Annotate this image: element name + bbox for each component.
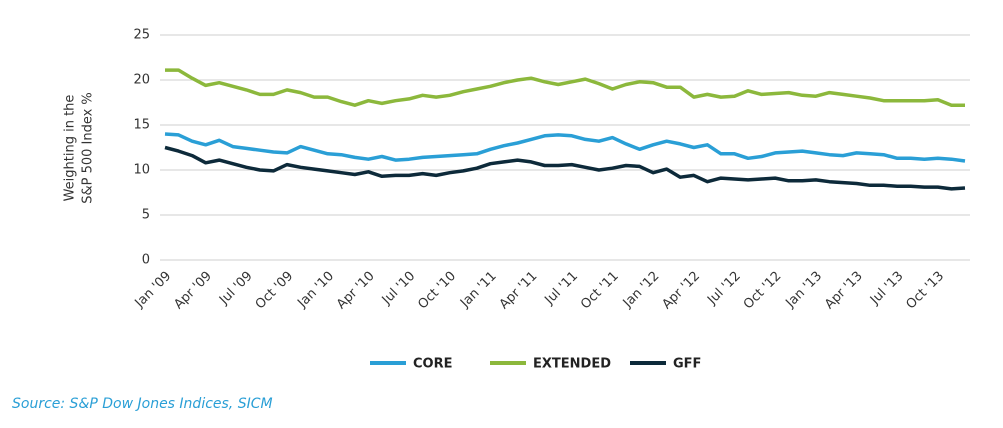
x-tick-label: Oct '13 [904, 269, 948, 313]
legend-label: CORE [413, 357, 452, 372]
y-tick-label: 25 [133, 28, 150, 43]
x-tick-label: Apr '09 [171, 269, 215, 313]
x-tick-label: Oct '10 [415, 269, 459, 313]
y-tick-label: 5 [142, 208, 150, 223]
source: Source: S&P Dow Jones Indices, SICM [12, 396, 273, 412]
y-tick-label: 0 [142, 253, 150, 268]
x-tick-label: Jan '12 [620, 269, 663, 312]
x-tick-label: Jul '10 [379, 269, 419, 309]
x-tick-label: Jan '10 [294, 269, 337, 312]
x-tick-label: Apr '10 [334, 269, 378, 313]
y-axis-label: Weighting in the [63, 95, 78, 202]
x-tick-label: Jul '12 [704, 269, 744, 309]
line [165, 68, 965, 107]
x-tick-label: Jul '11 [542, 269, 582, 309]
legend-label: EXTENDED [533, 357, 611, 372]
x-tick-label: Oct '09 [253, 269, 297, 313]
legend-label: GFF [673, 357, 701, 372]
y-tick-label: 15 [133, 118, 150, 133]
x-tick-label: Oct '12 [741, 269, 785, 313]
x-tick-label: Apr '13 [822, 269, 866, 313]
x-tick-label: Apr '12 [659, 269, 703, 313]
x-tick-label: Jan '11 [457, 269, 500, 312]
x-tick-label: Jan '09 [132, 269, 175, 312]
line [164, 145, 966, 191]
x-tick-label: Oct '11 [578, 269, 622, 313]
x-tick-label: Jan '13 [783, 269, 826, 312]
y-tick-label: 10 [133, 163, 150, 178]
y-tick-label: 20 [133, 73, 150, 88]
line [164, 132, 966, 163]
x-tick-label: Jul '13 [867, 269, 907, 309]
x-tick-label: Jul '09 [216, 269, 256, 309]
x-tick-label: Apr '11 [497, 269, 541, 313]
y-axis-label: S&P 500 Index % [81, 92, 96, 204]
